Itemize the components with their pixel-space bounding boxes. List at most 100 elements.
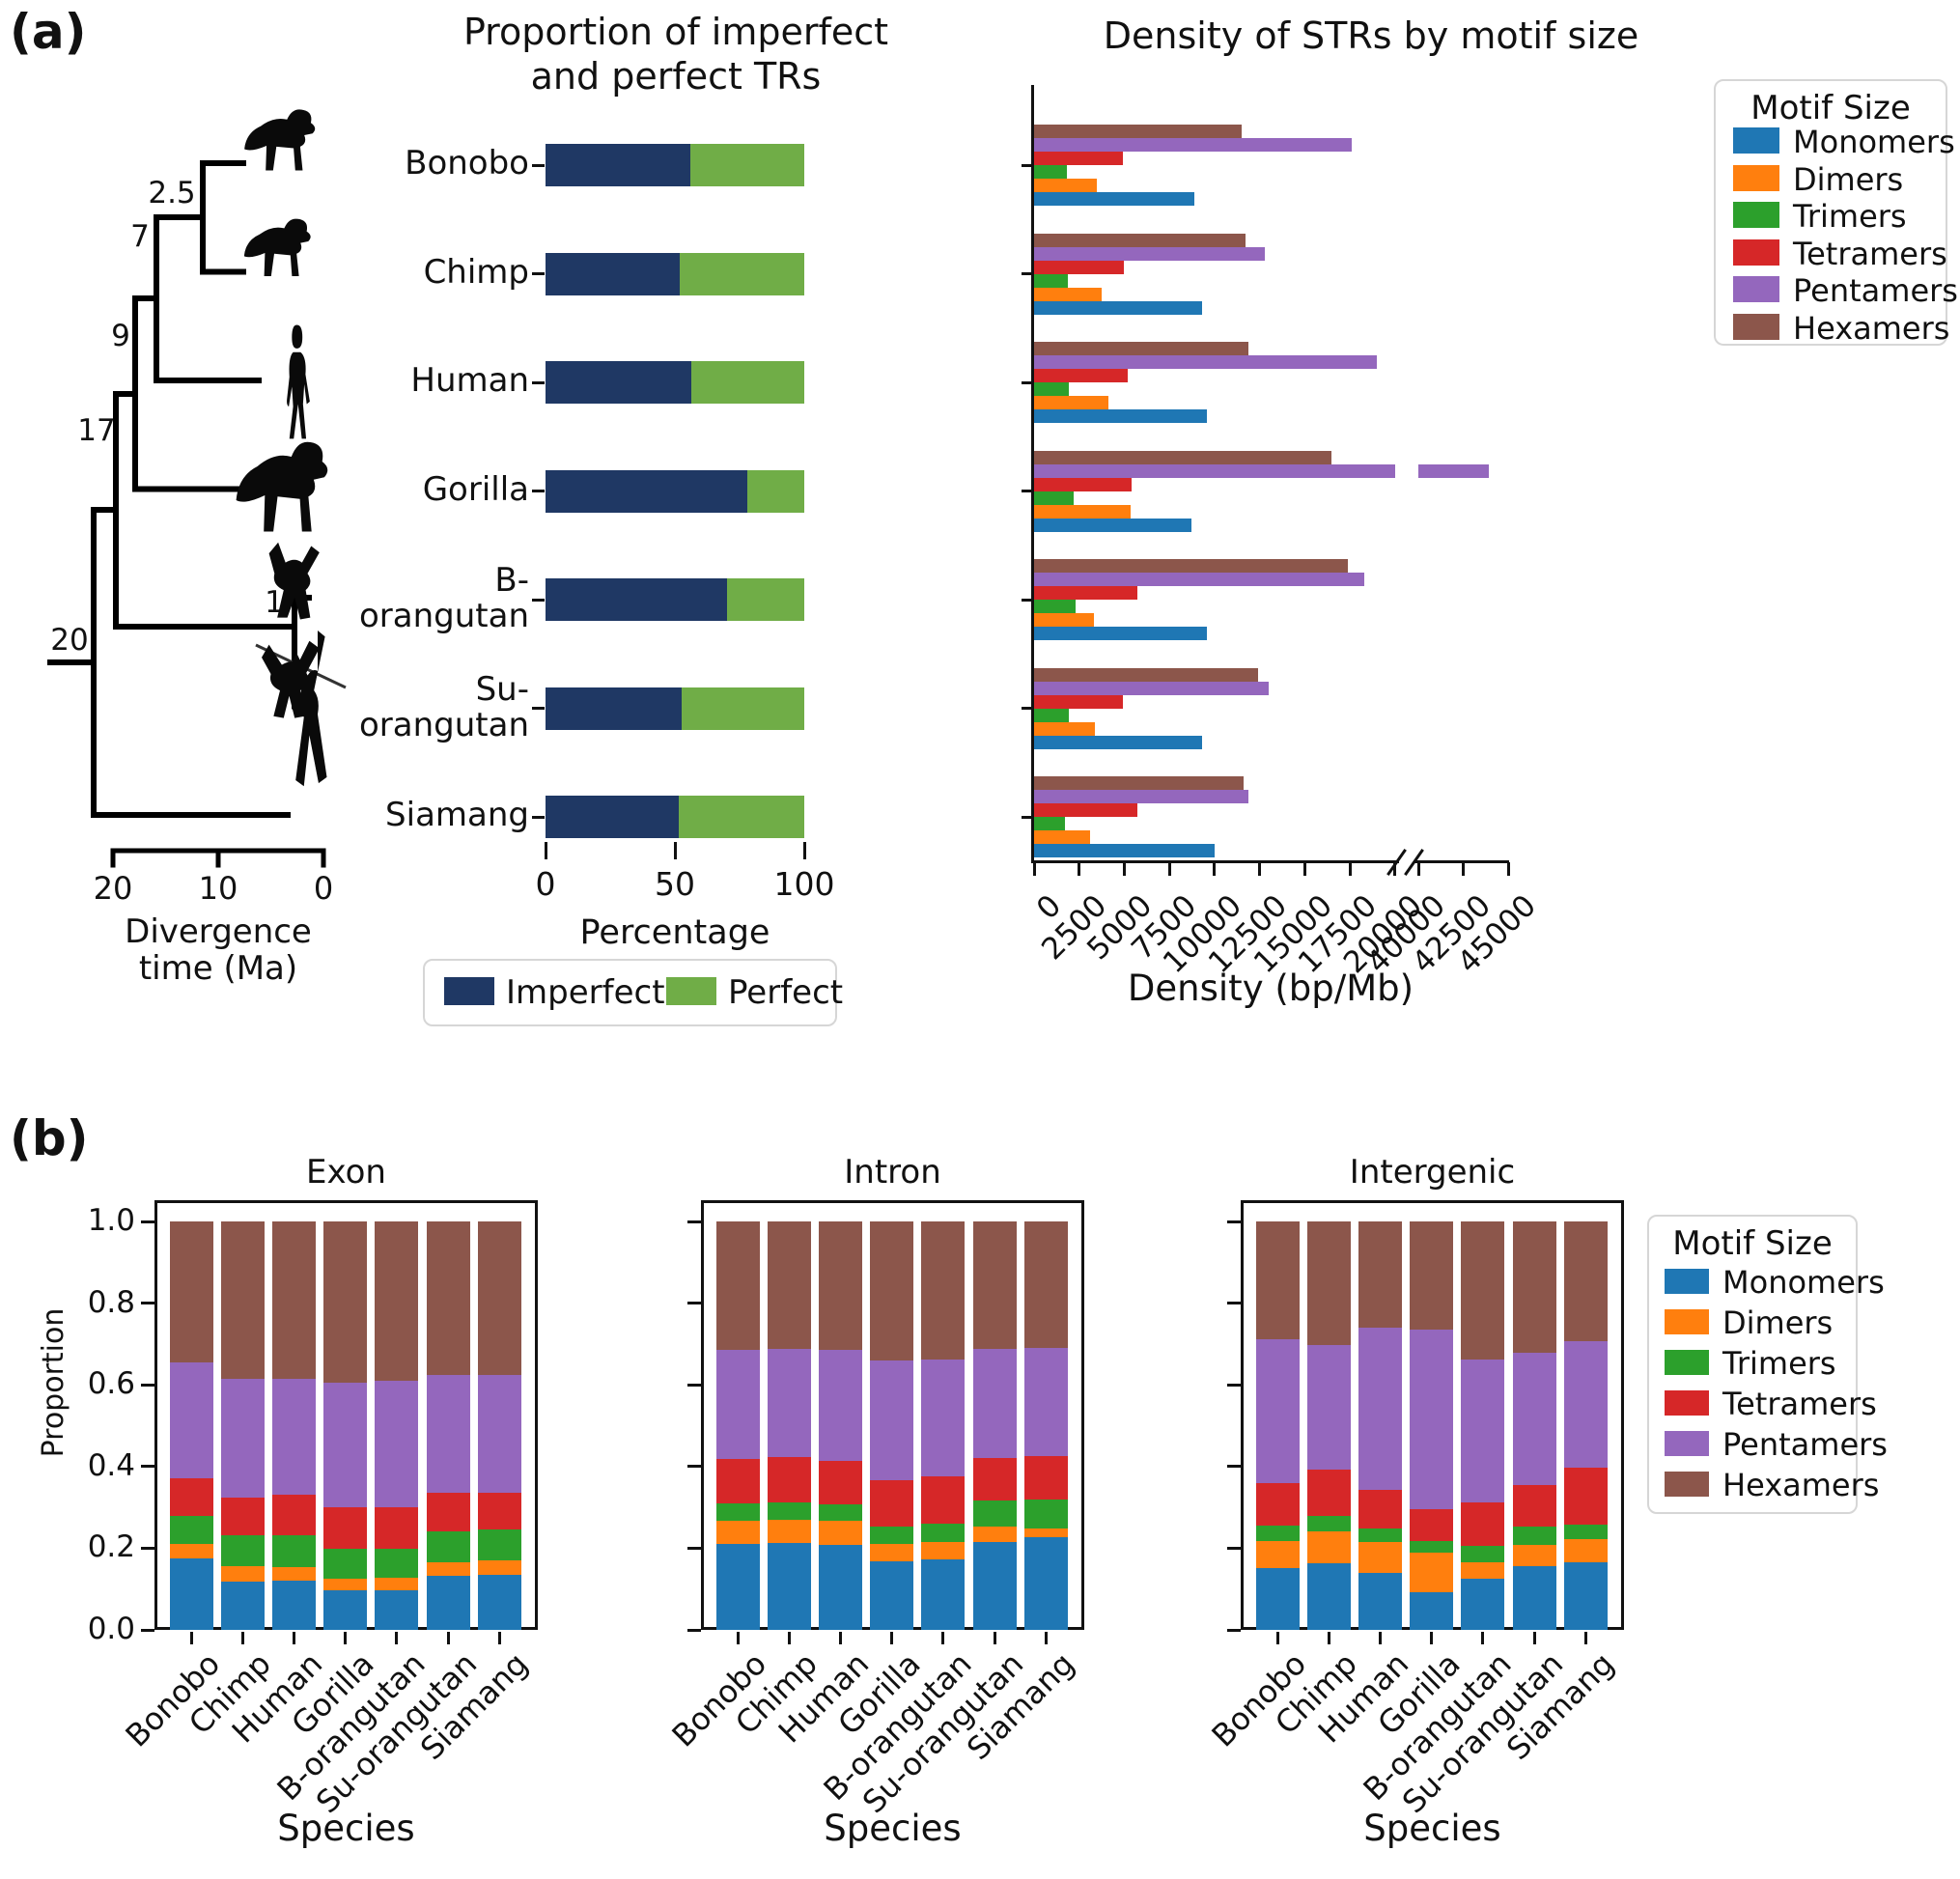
bar-intron-gorilla-dimers: [870, 1544, 914, 1562]
legend-trimers-swatch: [1733, 202, 1779, 228]
bar-intron-bonobo-pentamers: [715, 1349, 760, 1460]
divergence-time-node-label: 7: [130, 219, 150, 254]
y-tick: [141, 1383, 154, 1387]
bar-b-orangutan-trimers: [1034, 600, 1076, 613]
bar-intron-siamang-monomers: [1023, 1536, 1068, 1630]
bar-intergenic-human-trimers: [1358, 1528, 1402, 1543]
y-tick: [141, 1465, 154, 1469]
chimp-silhouette-icon: [243, 218, 311, 276]
proportion-chart-title-line1: Proportion of imperfect: [462, 11, 889, 53]
bar-gorilla-trimers: [1034, 491, 1075, 505]
x-tick: [1275, 1632, 1279, 1644]
bar-exon-b-orangutan-hexamers: [375, 1221, 419, 1381]
bar-intron-chimp-tetramers: [767, 1457, 811, 1502]
bar-chimp-monomers: [1034, 300, 1202, 315]
y-tick-label: 0.8: [87, 1284, 135, 1320]
axis-break-gap: [1399, 858, 1414, 866]
bar-intergenic-su-orangutan-dimers: [1512, 1545, 1556, 1567]
bar-exon-siamang-pentamers: [477, 1374, 521, 1494]
bar-intron-human-monomers: [818, 1544, 862, 1630]
bar-intron-gorilla-pentamers: [870, 1360, 914, 1480]
bar-intergenic-gorilla-tetramers: [1410, 1508, 1454, 1541]
bar-intron-su-orangutan-hexamers: [972, 1221, 1017, 1349]
legend-pentamers-swatch: [1733, 276, 1779, 302]
species-tick: [532, 490, 545, 492]
x-tick: [1167, 862, 1171, 876]
y-tick: [1022, 163, 1034, 167]
species-tick: [532, 598, 545, 602]
bar-intergenic-human-dimers: [1358, 1542, 1402, 1573]
bar-intron-human-dimers: [818, 1521, 862, 1545]
bar-intron-b-orangutan-dimers: [921, 1542, 966, 1560]
bar-intron-b-orangutan-hexamers: [921, 1221, 966, 1360]
divergence-time-node-label: 2.5: [148, 176, 195, 210]
legend-monomers-label: Monomers: [1793, 124, 1955, 160]
y-tick: [1022, 598, 1034, 602]
bar-b-orangutan-dimers: [1034, 613, 1094, 627]
bar-intergenic-gorilla-pentamers: [1410, 1329, 1454, 1509]
x-tick-label: 50: [655, 865, 695, 903]
bar-intergenic-su-orangutan-tetramers: [1512, 1484, 1556, 1528]
bar-b-orangutan-hexamers: [1034, 559, 1349, 573]
y-tick: [1022, 707, 1034, 710]
y-tick: [1227, 1546, 1241, 1550]
x-tick: [1078, 862, 1081, 876]
x-tick-label: 100: [773, 865, 835, 903]
legend-dimers-swatch: [1665, 1309, 1709, 1334]
y-tick: [1022, 380, 1034, 384]
category-label-human: Human: [770, 1645, 877, 1751]
bar-exon-siamang-hexamers: [477, 1221, 521, 1375]
bar-intergenic-human-monomers: [1358, 1572, 1402, 1630]
bar-intergenic-su-orangutan-pentamers: [1512, 1352, 1556, 1485]
y-tick: [687, 1383, 701, 1387]
x-tick: [941, 1632, 945, 1644]
x-tick-label: 10000: [1157, 888, 1249, 981]
y-tick: [1022, 490, 1034, 492]
species-label-b-orangutan: B- orangutan: [358, 561, 529, 635]
bar-intergenic-siamang-hexamers: [1563, 1221, 1608, 1341]
subplot-title-intergenic: Intergenic: [1349, 1153, 1516, 1192]
bar-human-hexamers: [1034, 342, 1249, 355]
y-axis-spine: [1031, 85, 1034, 862]
bar-human-dimers: [1034, 396, 1108, 409]
species-tick: [532, 272, 545, 275]
y-tick: [1227, 1465, 1241, 1469]
bar-su-orangutan-perfect: [682, 687, 804, 730]
motif-size-legend-b: Motif Size Monomers Dimers Trimers Tetramers…: [1647, 1215, 1888, 1514]
bar-exon-chimp-dimers: [220, 1566, 265, 1583]
x-tick: [736, 1632, 740, 1644]
bar-siamang-monomers: [1034, 844, 1215, 857]
axis-break-slash: [1386, 849, 1407, 876]
x-tick-label: 0: [1030, 888, 1069, 927]
bar-intergenic-b-orangutan-tetramers: [1461, 1502, 1505, 1546]
bar-exon-human-hexamers: [271, 1221, 316, 1379]
x-tick: [292, 1632, 295, 1644]
x-tick: [1378, 1632, 1382, 1644]
legend-tetramers-label: Tetramers: [1722, 1386, 1877, 1422]
proportion-chart-title-line2: and perfect TRs: [530, 55, 822, 98]
bar-chimp-trimers: [1034, 273, 1068, 288]
bar-intergenic-siamang-trimers: [1563, 1525, 1608, 1540]
x-tick: [1393, 862, 1397, 876]
x-axis-label: Density (bp/Mb): [1127, 968, 1414, 1009]
bar-bonobo-tetramers: [1034, 152, 1123, 165]
bar-chimp-perfect: [680, 252, 804, 295]
x-tick: [1044, 1632, 1048, 1644]
bar-intron-human-pentamers: [818, 1350, 862, 1461]
bar-intergenic-bonobo-monomers: [1255, 1568, 1300, 1630]
species-label-chimp: Chimp: [423, 252, 529, 292]
x-tick: [1506, 862, 1510, 876]
x-axis-label: Percentage: [579, 913, 770, 952]
su-orangutan-silhouette-icon: [262, 640, 320, 718]
bar-intergenic-b-orangutan-monomers: [1461, 1578, 1505, 1630]
bar-gorilla-imperfect: [546, 469, 748, 513]
bar-exon-gorilla-monomers: [323, 1589, 368, 1630]
x-tick-label: 12500: [1201, 888, 1295, 981]
x-axis-label-intron: Species: [824, 1808, 962, 1849]
y-tick: [687, 1628, 701, 1632]
bar-intergenic-siamang-tetramers: [1563, 1467, 1608, 1526]
y-tick: [687, 1220, 701, 1223]
bar-exon-chimp-trimers: [220, 1534, 265, 1566]
x-tick: [1032, 862, 1036, 876]
